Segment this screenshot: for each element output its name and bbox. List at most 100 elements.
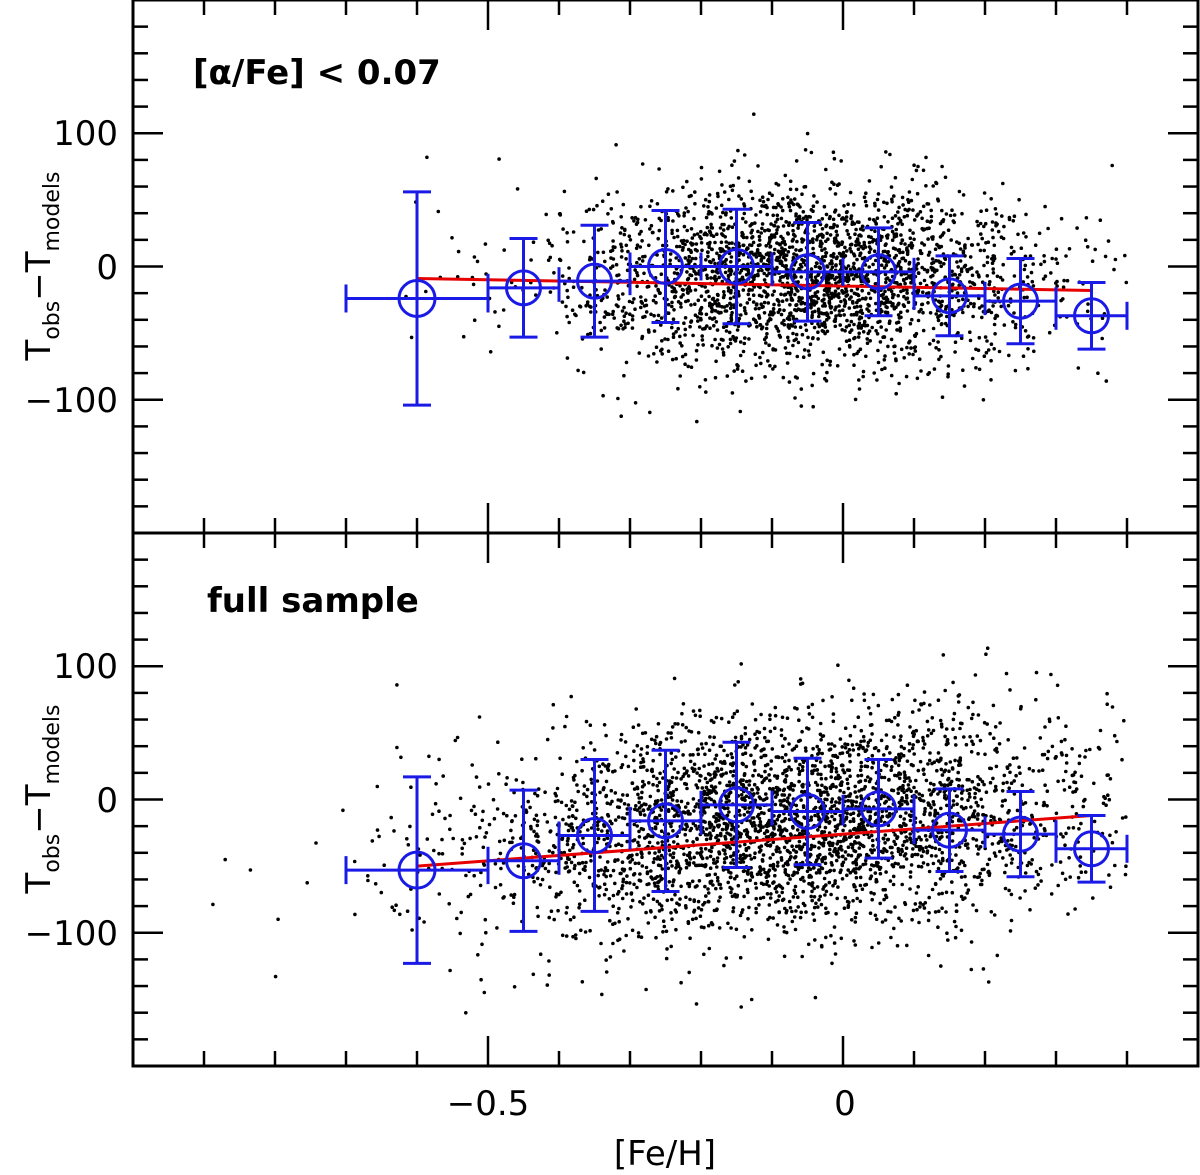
scatter-point — [1067, 856, 1071, 860]
scatter-point — [760, 780, 765, 785]
scatter-point — [654, 935, 658, 940]
scatter-point — [1022, 746, 1027, 750]
scatter-point — [1067, 785, 1072, 789]
scatter-point — [809, 275, 813, 279]
scatter-point — [917, 920, 921, 925]
scatter-point — [751, 773, 755, 778]
scatter-point — [754, 255, 759, 259]
scatter-point — [981, 398, 986, 402]
scatter-point — [927, 895, 931, 900]
scatter-point — [611, 245, 616, 249]
scatter-point — [652, 352, 656, 356]
scatter-point — [969, 940, 974, 944]
scatter-point — [821, 304, 825, 308]
scatter-point — [769, 759, 774, 763]
scatter-point — [726, 880, 730, 885]
scatter-point — [608, 802, 613, 806]
scatter-point — [703, 378, 708, 382]
scatter-point — [725, 824, 730, 829]
scatter-point — [747, 179, 752, 184]
scatter-point — [988, 731, 992, 736]
scatter-point — [632, 769, 637, 773]
scatter-point — [894, 227, 898, 232]
scatter-point — [223, 857, 227, 862]
scatter-point — [855, 304, 859, 309]
scatter-point — [800, 296, 804, 300]
scatter-point — [894, 357, 898, 361]
scatter-point — [852, 253, 857, 258]
scatter-point — [655, 899, 660, 904]
scatter-point — [929, 208, 933, 213]
scatter-point — [802, 879, 806, 883]
scatter-point — [666, 349, 671, 354]
scatter-point — [867, 179, 872, 183]
scatter-point — [837, 855, 841, 859]
scatter-point — [908, 228, 912, 233]
scatter-point — [940, 891, 944, 896]
scatter-point — [698, 914, 703, 918]
scatter-point — [776, 814, 781, 819]
scatter-point — [767, 241, 771, 246]
scatter-point — [974, 800, 979, 805]
scatter-point — [959, 336, 964, 341]
scatter-point — [832, 744, 837, 748]
scatter-point — [788, 351, 792, 356]
scatter-point — [890, 238, 895, 242]
scatter-point — [956, 770, 960, 775]
scatter-point — [968, 280, 972, 284]
scatter-point — [780, 715, 785, 720]
scatter-point — [887, 811, 892, 816]
scatter-point — [640, 334, 645, 339]
scatter-point — [837, 275, 842, 279]
scatter-point — [552, 271, 556, 275]
scatter-point — [855, 287, 860, 291]
scatter-point — [731, 285, 736, 289]
scatter-point — [754, 896, 758, 901]
scatter-point — [894, 391, 898, 396]
scatter-point — [601, 762, 605, 766]
scatter-point — [567, 857, 571, 861]
scatter-point — [884, 277, 888, 281]
scatter-point — [882, 335, 887, 339]
scatter-point — [691, 840, 695, 844]
scatter-point — [1013, 325, 1018, 330]
scatter-point — [829, 933, 833, 938]
scatter-point — [640, 259, 645, 263]
scatter-point — [891, 874, 896, 879]
scatter-point — [637, 829, 641, 834]
scatter-point — [965, 268, 969, 272]
scatter-point — [604, 779, 609, 784]
scatter-point — [827, 289, 831, 293]
scatter-point — [638, 765, 643, 769]
scatter-point — [737, 194, 741, 198]
scatter-point — [632, 277, 637, 282]
scatter-point — [696, 730, 701, 735]
scatter-point — [619, 242, 623, 247]
scatter-point — [870, 753, 875, 758]
scatter-point — [835, 826, 839, 830]
scatter-point — [716, 271, 720, 275]
scatter-point — [975, 270, 979, 274]
scatter-point — [674, 290, 678, 294]
scatter-point — [1025, 295, 1029, 300]
scatter-point — [828, 847, 832, 852]
scatter-point — [835, 183, 840, 187]
scatter-point — [626, 764, 631, 769]
scatter-point — [796, 307, 801, 312]
scatter-point — [993, 316, 997, 321]
scatter-point — [589, 853, 593, 858]
scatter-point — [861, 862, 865, 867]
scatter-point — [952, 213, 957, 217]
scatter-point — [1001, 781, 1006, 786]
scatter-point — [654, 345, 659, 350]
scatter-point — [1011, 219, 1016, 223]
scatter-point — [753, 717, 758, 722]
scatter-point — [813, 291, 818, 295]
scatter-point — [888, 152, 892, 157]
scatter-point — [862, 739, 866, 743]
scatter-point — [862, 240, 866, 245]
scatter-point — [1002, 224, 1006, 229]
scatter-point — [819, 738, 823, 742]
scatter-point — [837, 801, 842, 805]
scatter-point — [724, 956, 729, 960]
